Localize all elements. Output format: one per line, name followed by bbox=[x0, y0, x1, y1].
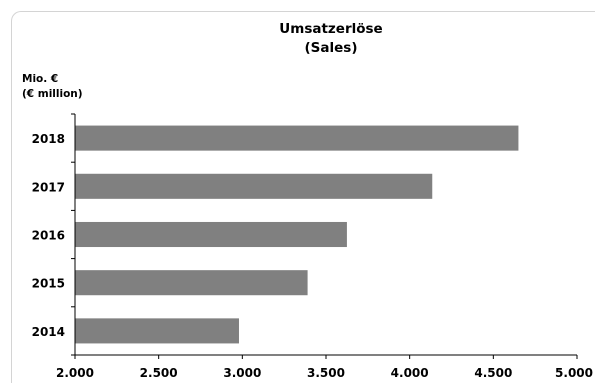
x-tick-label: 3.000 bbox=[223, 366, 261, 380]
x-tick-label: 4.500 bbox=[474, 366, 512, 380]
chart-subtitle: (Sales) bbox=[305, 40, 358, 56]
axes-group bbox=[71, 113, 578, 359]
x-tick-labels: 2.000 2.500 3.000 3.500 4.000 4.500 5.000 bbox=[56, 366, 593, 380]
unit-label: Mio. € bbox=[22, 73, 58, 85]
bar-2016 bbox=[75, 221, 347, 248]
unit-label-sub: (€ million) bbox=[22, 88, 83, 100]
category-label-2016: 2016 bbox=[32, 229, 65, 243]
chart-title: Umsatzerlöse bbox=[279, 21, 382, 37]
category-label-2015: 2015 bbox=[32, 277, 65, 291]
x-tick-label: 2.500 bbox=[140, 366, 178, 380]
bar-2018 bbox=[75, 125, 519, 151]
category-label-2017: 2017 bbox=[32, 180, 65, 194]
category-labels: 2018 2017 2016 2015 2014 bbox=[32, 132, 65, 339]
bar-2014 bbox=[75, 318, 239, 344]
x-tick-label: 2.000 bbox=[56, 366, 94, 380]
bars-group bbox=[75, 125, 519, 344]
bar-2017 bbox=[75, 173, 433, 199]
chart-frame bbox=[11, 11, 595, 383]
bar-2015 bbox=[75, 270, 308, 296]
x-tick-label: 5.000 bbox=[555, 366, 593, 380]
x-tick-label: 4.000 bbox=[391, 366, 429, 380]
category-label-2014: 2014 bbox=[32, 325, 65, 339]
x-tick-label: 3.500 bbox=[307, 366, 345, 380]
category-label-2018: 2018 bbox=[32, 132, 65, 146]
